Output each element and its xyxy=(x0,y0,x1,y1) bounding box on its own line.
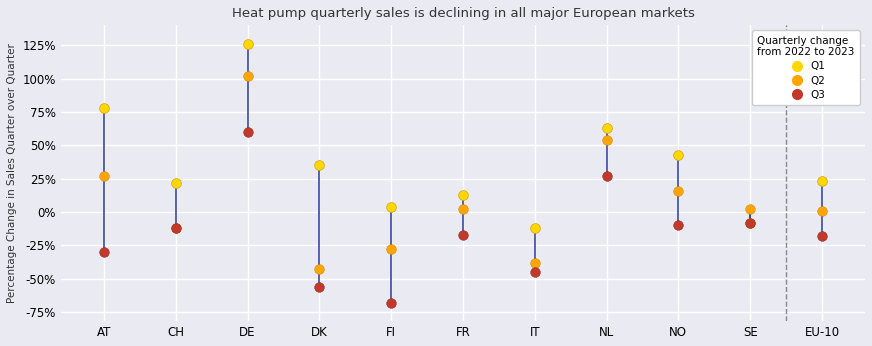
Point xyxy=(169,225,183,231)
Point xyxy=(528,260,542,265)
Point xyxy=(671,188,685,193)
Point xyxy=(815,179,829,184)
Point xyxy=(456,207,470,212)
Point xyxy=(600,137,614,143)
Point xyxy=(600,173,614,179)
Y-axis label: Percentage Change in Sales Quarter over Quarter: Percentage Change in Sales Quarter over … xyxy=(7,43,17,303)
Point xyxy=(241,129,255,135)
Point xyxy=(743,220,757,225)
Point xyxy=(456,192,470,197)
Point xyxy=(169,225,183,231)
Point xyxy=(815,233,829,239)
Point xyxy=(528,225,542,231)
Point xyxy=(743,220,757,225)
Point xyxy=(600,125,614,131)
Point xyxy=(241,73,255,79)
Legend: Q1, Q2, Q3: Q1, Q2, Q3 xyxy=(752,30,860,105)
Point xyxy=(671,222,685,228)
Point xyxy=(169,180,183,185)
Point xyxy=(528,269,542,275)
Point xyxy=(456,232,470,237)
Point xyxy=(385,300,399,305)
Title: Heat pump quarterly sales is declining in all major European markets: Heat pump quarterly sales is declining i… xyxy=(232,7,694,20)
Point xyxy=(97,249,111,255)
Point xyxy=(97,173,111,179)
Point xyxy=(743,207,757,212)
Point xyxy=(312,163,326,168)
Point xyxy=(241,41,255,47)
Point xyxy=(671,152,685,157)
Point xyxy=(312,266,326,272)
Point xyxy=(385,204,399,209)
Point xyxy=(815,208,829,213)
Point xyxy=(97,105,111,111)
Point xyxy=(312,284,326,289)
Point xyxy=(385,246,399,252)
